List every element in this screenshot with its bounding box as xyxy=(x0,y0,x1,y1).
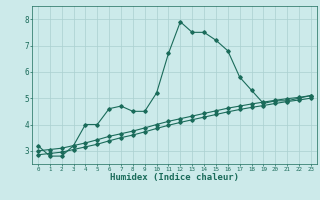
X-axis label: Humidex (Indice chaleur): Humidex (Indice chaleur) xyxy=(110,173,239,182)
